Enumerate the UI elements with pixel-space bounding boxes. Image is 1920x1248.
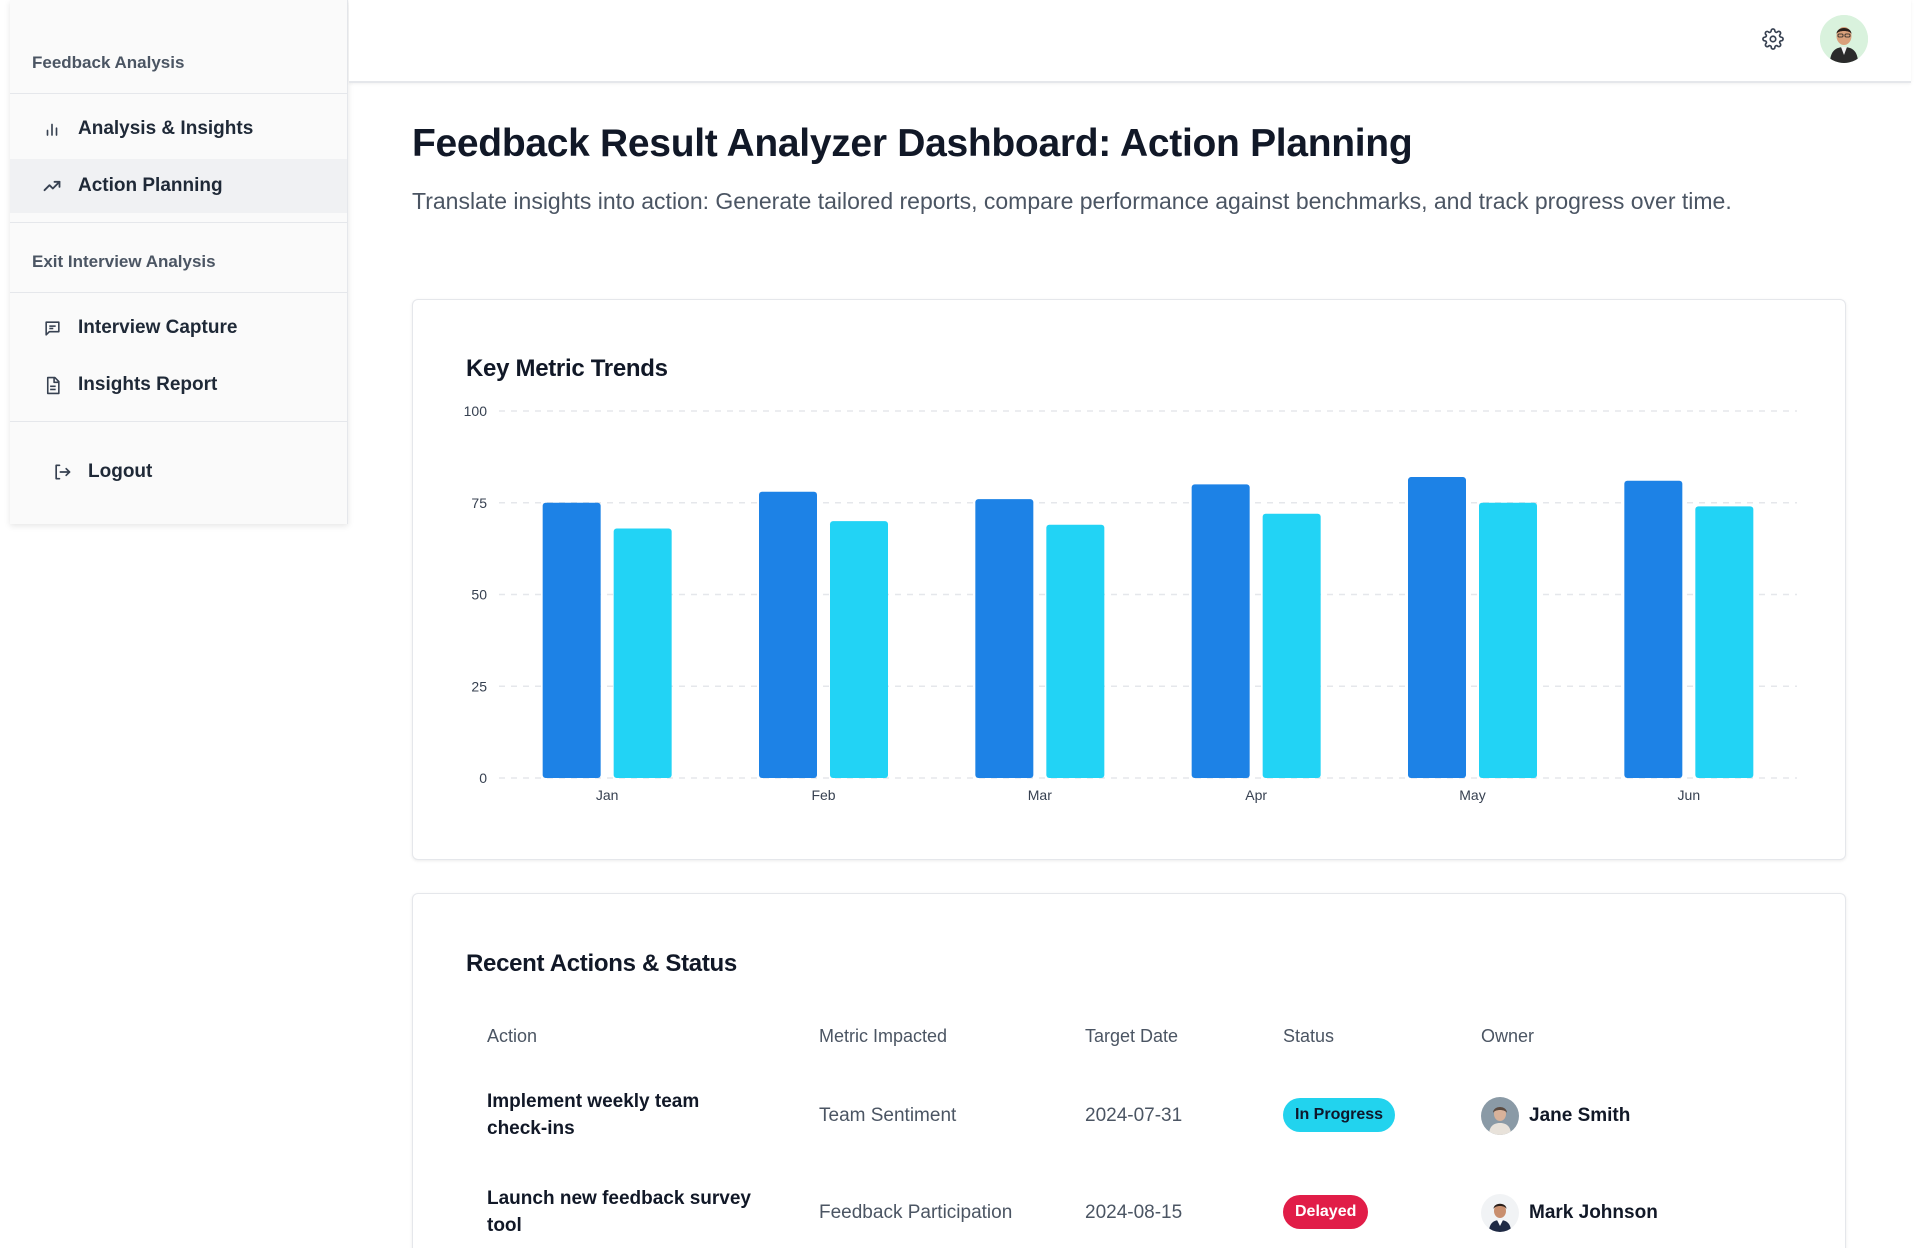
page-title: Feedback Result Analyzer Dashboard: Acti… <box>412 122 1413 165</box>
sidebar-item-interview-capture[interactable]: Interview Capture <box>10 301 347 355</box>
user-avatar[interactable] <box>1820 15 1868 63</box>
section-title-exit-interview: Exit Interview Analysis <box>10 223 347 293</box>
gear-icon <box>1762 28 1784 50</box>
message-square-icon <box>42 318 62 338</box>
key-metric-trends-chart: 0 25 50 75 100 Jan Feb Mar Apr May Jun <box>464 403 1797 803</box>
chart-bar <box>1408 477 1466 778</box>
sidebar-item-label: Action Planning <box>78 175 223 196</box>
column-header-owner: Owner <box>1481 1026 1535 1046</box>
chart-bar <box>830 521 888 778</box>
table-title: Recent Actions & Status <box>466 950 737 977</box>
table-row-action: Implement weekly team check-ins <box>487 1088 757 1142</box>
table-card: Recent Actions & Status Action Metric Im… <box>412 893 1846 1248</box>
table-row-metric: Feedback Participation <box>819 1202 1013 1223</box>
column-header-metric: Metric Impacted <box>819 1026 948 1046</box>
chart-bar <box>613 528 672 778</box>
section-title-feedback-analysis: Feedback Analysis <box>10 0 347 94</box>
trending-up-icon <box>42 176 62 196</box>
sidebar-item-label: Insights Report <box>78 374 218 395</box>
sidebar-item-action-planning[interactable]: Action Planning <box>10 159 347 213</box>
x-tick-label: Jun <box>1678 787 1701 803</box>
avatar <box>1481 1194 1519 1232</box>
table-row-target-date: 2024-07-31 <box>1085 1105 1183 1126</box>
logout-wrap: Logout <box>10 422 347 499</box>
y-tick-label: 25 <box>471 678 487 694</box>
status-badge: Delayed <box>1283 1195 1369 1229</box>
x-tick-label: May <box>1459 787 1485 803</box>
chart-title: Key Metric Trends <box>466 355 668 382</box>
table-row-owner: Jane Smith <box>1481 1097 1630 1135</box>
chart-bar <box>759 491 817 778</box>
x-tick-label: Apr <box>1245 787 1267 803</box>
x-tick-label: Jan <box>596 787 619 803</box>
chart-bar <box>1046 524 1105 778</box>
nav-group-exit-interview: Interview Capture Insights Report <box>10 293 347 422</box>
settings-button[interactable] <box>1760 26 1786 52</box>
sidebar-item-analysis-insights[interactable]: Analysis & Insights <box>10 102 347 156</box>
y-tick-label: 75 <box>471 495 487 511</box>
action-line: tool <box>487 1215 522 1236</box>
column-header-status: Status <box>1283 1026 1335 1046</box>
chart-bar <box>1262 513 1321 778</box>
top-bar <box>349 0 1911 83</box>
sidebar-item-label: Interview Capture <box>78 317 238 338</box>
chart-bar <box>1479 502 1537 778</box>
chart-bar <box>975 499 1034 778</box>
file-text-icon <box>42 375 62 395</box>
x-tick-label: Feb <box>811 787 835 803</box>
owner-name: Mark Johnson <box>1529 1202 1658 1223</box>
chart-bar <box>1191 484 1250 778</box>
sidebar-item-label: Analysis & Insights <box>78 118 254 139</box>
chart-card: Key Metric Trends 0 25 50 75 100 Jan Feb Mar Apr… <box>412 299 1846 860</box>
y-tick-label: 0 <box>479 770 487 786</box>
table-row-action: Launch new feedback survey tool <box>487 1185 757 1239</box>
action-line: Implement weekly team <box>487 1091 700 1112</box>
x-tick-label: Mar <box>1028 787 1052 803</box>
sidebar-item-insights-report[interactable]: Insights Report <box>10 358 347 412</box>
table-row-metric: Team Sentiment <box>819 1105 957 1126</box>
table-row-target-date: 2024-08-15 <box>1085 1202 1183 1223</box>
nav-group-feedback-analysis: Analysis & Insights Action Planning <box>10 94 347 223</box>
chart-bar <box>542 502 601 778</box>
y-tick-label: 100 <box>464 403 488 419</box>
action-line: check-ins <box>487 1118 575 1139</box>
chart-bar <box>1624 480 1683 778</box>
logout-button[interactable]: Logout <box>10 445 347 499</box>
avatar <box>1481 1097 1519 1135</box>
page-subtitle: Translate insights into action: Generate… <box>412 188 1732 214</box>
y-tick-label: 50 <box>471 587 487 603</box>
table-row-owner: Mark Johnson <box>1481 1194 1658 1232</box>
sidebar: Feedback Analysis Analysis & Insights Ac… <box>10 0 348 524</box>
column-header-action: Action <box>487 1026 538 1046</box>
action-line: Launch new feedback survey <box>487 1188 751 1209</box>
status-badge: In Progress <box>1283 1098 1396 1132</box>
owner-name: Jane Smith <box>1529 1105 1631 1126</box>
bar-chart-icon <box>42 119 62 139</box>
column-header-target-date: Target Date <box>1085 1026 1179 1046</box>
logout-label: Logout <box>88 461 153 482</box>
logout-icon <box>52 462 72 482</box>
chart-bar <box>1695 506 1754 778</box>
